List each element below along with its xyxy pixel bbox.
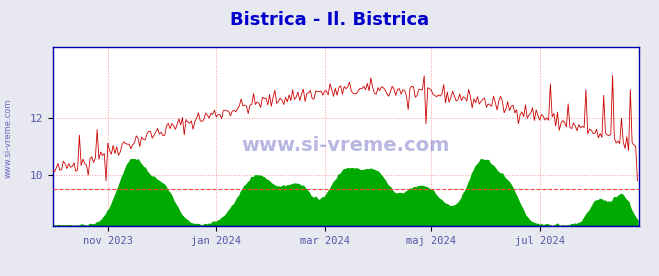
Text: www.si-vreme.com: www.si-vreme.com bbox=[3, 98, 13, 178]
Text: Bistrica - Il. Bistrica: Bistrica - Il. Bistrica bbox=[230, 11, 429, 29]
Text: www.si-vreme.com: www.si-vreme.com bbox=[242, 136, 450, 155]
